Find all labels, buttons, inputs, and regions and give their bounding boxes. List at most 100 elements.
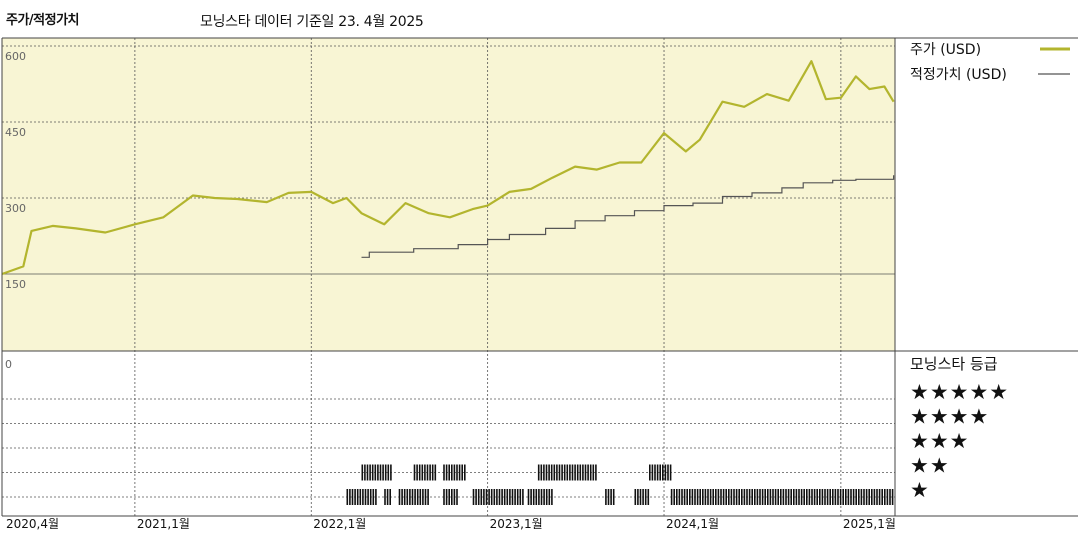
rating-tick bbox=[456, 464, 458, 481]
rating-tick bbox=[509, 489, 511, 505]
rating-bars bbox=[346, 464, 894, 505]
rating-tick bbox=[845, 489, 847, 505]
rating-tick bbox=[651, 464, 654, 481]
legend-fair-value-label: 적정가치 (USD) bbox=[910, 67, 1007, 83]
rating-tick bbox=[384, 464, 387, 481]
rating-tick bbox=[375, 489, 377, 505]
rating-tick bbox=[816, 489, 818, 505]
rating-tick bbox=[490, 489, 493, 505]
rating-tick bbox=[725, 489, 727, 505]
rating-tick bbox=[398, 489, 401, 505]
rating-tick bbox=[422, 489, 424, 505]
rating-tick bbox=[759, 489, 761, 505]
rating-tick bbox=[662, 464, 664, 481]
rating-tick bbox=[532, 489, 535, 505]
rating-tick bbox=[751, 489, 753, 505]
rating-tick bbox=[589, 464, 592, 481]
rating-tick bbox=[384, 489, 386, 505]
fair-value-line bbox=[361, 175, 895, 258]
rating-tick bbox=[709, 489, 712, 505]
rating-tick bbox=[785, 489, 787, 505]
rating-tick bbox=[540, 489, 543, 505]
y-axis-ticks: 600 450 300 150 bbox=[5, 50, 26, 291]
rating-tick bbox=[728, 489, 730, 505]
rating-tick bbox=[772, 489, 774, 505]
rating-star-labels: ★★★★★★★★★★★★★★★ bbox=[910, 380, 1008, 502]
x-axis-ticks: 2020,4월 2021,1월 2022,1월 2023,1월 2024,1월 2025,… bbox=[6, 517, 896, 531]
rating-tick bbox=[639, 489, 642, 505]
rating-tick bbox=[847, 489, 850, 505]
rating-zero-label: 0 bbox=[5, 358, 12, 371]
rating-tick bbox=[389, 489, 391, 505]
rating-tick bbox=[647, 489, 650, 505]
rating-tick bbox=[686, 489, 688, 505]
rating-tick bbox=[689, 489, 691, 505]
rating-tick bbox=[865, 489, 868, 505]
rating-tick bbox=[605, 489, 607, 505]
rating-tick bbox=[574, 464, 576, 481]
rating-tick bbox=[850, 489, 852, 505]
rating-tick bbox=[852, 489, 855, 505]
x-tick-label: 2020,4월 bbox=[6, 517, 59, 531]
rating-tick bbox=[354, 489, 356, 505]
rating-tick bbox=[349, 489, 351, 505]
rating-tick bbox=[386, 489, 389, 505]
rating-tick bbox=[712, 489, 714, 505]
rating-tick bbox=[649, 464, 651, 481]
rating-tick bbox=[764, 489, 766, 505]
rating-period-2-star bbox=[413, 464, 437, 481]
rating-tick bbox=[878, 489, 881, 505]
rating-tick bbox=[681, 489, 683, 505]
rating-tick bbox=[406, 489, 409, 505]
rating-tick bbox=[366, 464, 369, 481]
rating-tick bbox=[730, 489, 733, 505]
rating-tick bbox=[806, 489, 808, 505]
rating-tick bbox=[612, 489, 615, 505]
rating-tick bbox=[563, 464, 566, 481]
rating-star-label: ★★ bbox=[910, 454, 950, 478]
rating-tick bbox=[374, 464, 377, 481]
rating-tick bbox=[798, 489, 800, 505]
rating-tick bbox=[445, 464, 448, 481]
rating-tick bbox=[748, 489, 751, 505]
rating-tick bbox=[543, 489, 545, 505]
rating-tick bbox=[858, 489, 860, 505]
rating-tick bbox=[842, 489, 844, 505]
rating-tick bbox=[733, 489, 735, 505]
x-tick-label: 2021,1월 bbox=[137, 517, 190, 531]
rating-tick bbox=[416, 464, 418, 481]
rating-tick bbox=[808, 489, 811, 505]
rating-tick bbox=[369, 464, 371, 481]
rating-tick bbox=[834, 489, 837, 505]
rating-tick bbox=[871, 489, 873, 505]
rating-tick bbox=[540, 464, 543, 481]
x-tick-label: 2023,1월 bbox=[490, 517, 543, 531]
chart-title: 주가/적정가치 bbox=[6, 13, 80, 28]
rating-tick bbox=[707, 489, 709, 505]
rating-tick bbox=[458, 464, 461, 481]
rating-tick bbox=[362, 489, 364, 505]
rating-tick bbox=[832, 489, 834, 505]
rating-tick bbox=[556, 464, 558, 481]
rating-tick bbox=[769, 489, 772, 505]
rating-tick bbox=[569, 464, 571, 481]
rating-tick bbox=[669, 464, 672, 481]
rating-tick bbox=[464, 464, 466, 481]
rating-period-2-star bbox=[537, 464, 597, 481]
rating-tick bbox=[582, 464, 584, 481]
rating-tick bbox=[453, 489, 456, 505]
rating-tick bbox=[571, 464, 574, 481]
rating-tick bbox=[548, 489, 551, 505]
rating-period-1-star bbox=[527, 489, 553, 505]
rating-tick bbox=[881, 489, 883, 505]
rating-tick bbox=[367, 489, 369, 505]
rating-tick bbox=[550, 464, 553, 481]
rating-tick bbox=[891, 489, 894, 505]
rating-tick bbox=[767, 489, 769, 505]
rating-period-1-star bbox=[443, 489, 458, 505]
rating-tick bbox=[863, 489, 865, 505]
rating-tick bbox=[424, 489, 427, 505]
rating-tick bbox=[369, 489, 372, 505]
rating-tick bbox=[364, 464, 366, 481]
